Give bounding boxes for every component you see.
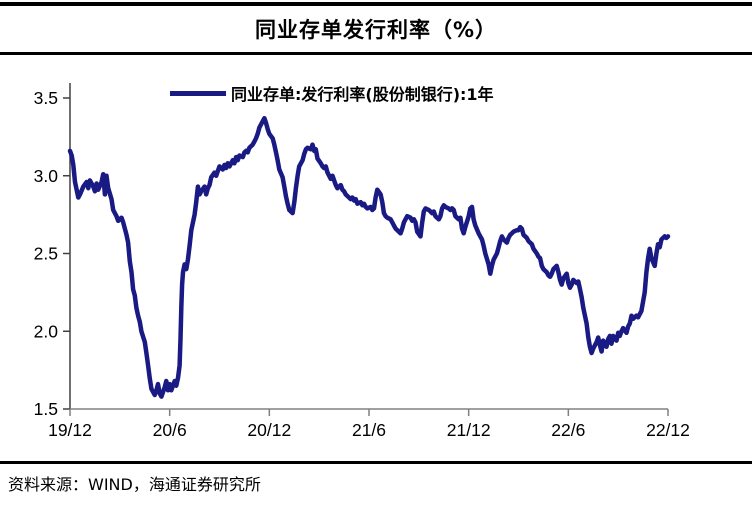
source-note: 资料来源：WIND，海通证券研究所 bbox=[8, 475, 261, 494]
x-tick-label: 21/12 bbox=[447, 420, 491, 440]
x-tick-label: 20/6 bbox=[153, 420, 187, 440]
line-chart: 1.5 2.0 2.5 3.0 3.5 19/12 20/6 20/12 21/6 21/12 22… bbox=[0, 55, 752, 455]
y-tick-label: 2.0 bbox=[34, 321, 59, 341]
y-tick-label: 2.5 bbox=[34, 244, 58, 264]
chart-legend: 同业存单:发行利率(股份制银行):1年 bbox=[170, 84, 494, 104]
y-tick-label: 3.5 bbox=[34, 88, 58, 108]
x-tick-label: 20/12 bbox=[247, 420, 291, 440]
chart-svg: 1.5 2.0 2.5 3.0 3.5 19/12 20/6 20/12 21/6 21/12 22… bbox=[34, 83, 690, 440]
x-tick-label: 22/6 bbox=[551, 420, 585, 440]
y-tick-label: 3.0 bbox=[34, 166, 59, 186]
x-tick-label: 19/12 bbox=[48, 420, 92, 440]
legend-series-label: 同业存单:发行利率(股份制银行):1年 bbox=[231, 85, 494, 104]
x-tick-label: 22/12 bbox=[646, 420, 690, 440]
y-tick-label: 1.5 bbox=[34, 399, 58, 419]
page-title: 同业存单发行利率（%） bbox=[254, 18, 498, 42]
chart-title-block: 同业存单发行利率（%） bbox=[0, 2, 752, 55]
legend-line-swatch bbox=[170, 90, 226, 96]
rate-series-line bbox=[67, 115, 671, 399]
footer-divider bbox=[0, 461, 752, 464]
x-tick-label: 21/6 bbox=[352, 420, 386, 440]
